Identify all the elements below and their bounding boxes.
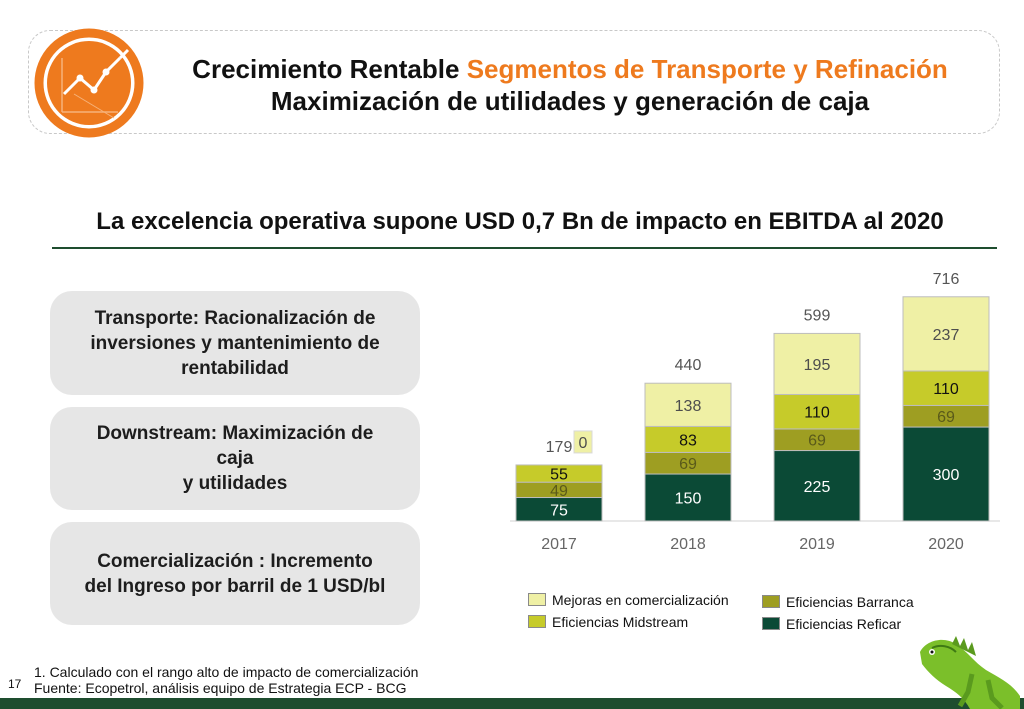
page-number: 17 [8, 677, 22, 691]
header-title-highlight: Segmentos de Transporte y Refinación [466, 54, 948, 84]
card-transporte: Transporte: Racionalización de inversion… [50, 291, 420, 395]
bar-segment-zero [573, 430, 593, 454]
bar-segment [644, 473, 732, 522]
header-title-part1: Crecimiento Rentable [192, 54, 467, 84]
legend-swatch-barranca [762, 595, 780, 608]
legend-swatch-comercializacion [528, 593, 546, 606]
bar-value-label: 237 [933, 327, 960, 344]
legend-swatch-reficar [762, 617, 780, 630]
x-tick-label: 2019 [799, 536, 835, 553]
bar-value-label: 138 [675, 398, 702, 415]
legend-label-comercializacion: Mejoras en comercialización [552, 592, 729, 608]
header-frame [28, 30, 1000, 134]
bar-value-label: 300 [933, 467, 960, 484]
growth-chart-logo-icon [34, 28, 144, 138]
bar-value-label: 195 [804, 357, 831, 374]
bar-value-label: 150 [675, 491, 702, 508]
bar-segment [515, 464, 603, 483]
bar-segment [644, 382, 732, 427]
bar-value-label: 75 [550, 502, 568, 519]
x-tick-label: 2018 [670, 536, 706, 553]
bar-total-label: 716 [933, 271, 960, 288]
bar-value-label: 110 [933, 381, 959, 398]
bar-value-label: 69 [808, 433, 826, 450]
bar-value-label: 0 [579, 435, 588, 452]
header-title-line2: Maximización de utilidades y generación … [270, 86, 870, 116]
legend-label-reficar: Eficiencias Reficar [786, 616, 902, 632]
footnote-source: Fuente: Ecopetrol, análisis equipo de Es… [34, 680, 407, 696]
bar-value-label: 83 [679, 432, 697, 449]
bar-value-label: 55 [550, 467, 568, 484]
bar-segment [902, 426, 990, 522]
bar-value-label: 69 [937, 409, 955, 426]
x-tick-label: 2020 [928, 536, 964, 553]
footnote-line1: 1. Calculado con el rango alto de impact… [34, 664, 419, 680]
bar-value-label: 110 [804, 405, 830, 422]
bar-segment [644, 425, 732, 453]
x-tick-label: 2017 [541, 536, 577, 553]
bar-segment [902, 296, 990, 372]
bar-segment [902, 370, 990, 406]
legend-label-barranca: Eficiencias Barranca [786, 594, 914, 610]
bar-value-label: 69 [679, 456, 697, 473]
bar-total-label: 440 [675, 357, 702, 374]
footnote: 1. Calculado con el rango alto de impact… [34, 664, 418, 696]
bar-segment [773, 393, 861, 430]
iguana-mascot-icon [920, 636, 1020, 709]
bar-total-label: 599 [804, 307, 831, 324]
subtitle-underline [52, 247, 997, 249]
bar-segment [773, 450, 861, 522]
card-downstream: Downstream: Maximización de caja y utili… [50, 407, 420, 510]
slide-subtitle: La excelencia operativa supone USD 0,7 B… [96, 208, 944, 235]
legend-swatch-midstream [528, 615, 546, 628]
bar-total-label: 179 [546, 439, 573, 456]
card-comercializacion: Comercialización : Incremento del Ingres… [50, 522, 420, 625]
header-title: Crecimiento Rentable Segmentos de Transp… [150, 54, 990, 84]
bar-value-label: 49 [550, 483, 568, 500]
bar-segment [773, 332, 861, 395]
bottom-bar [0, 698, 1024, 709]
legend-label-midstream: Eficiencias Midstream [552, 614, 689, 630]
bar-value-label: 225 [804, 479, 831, 496]
